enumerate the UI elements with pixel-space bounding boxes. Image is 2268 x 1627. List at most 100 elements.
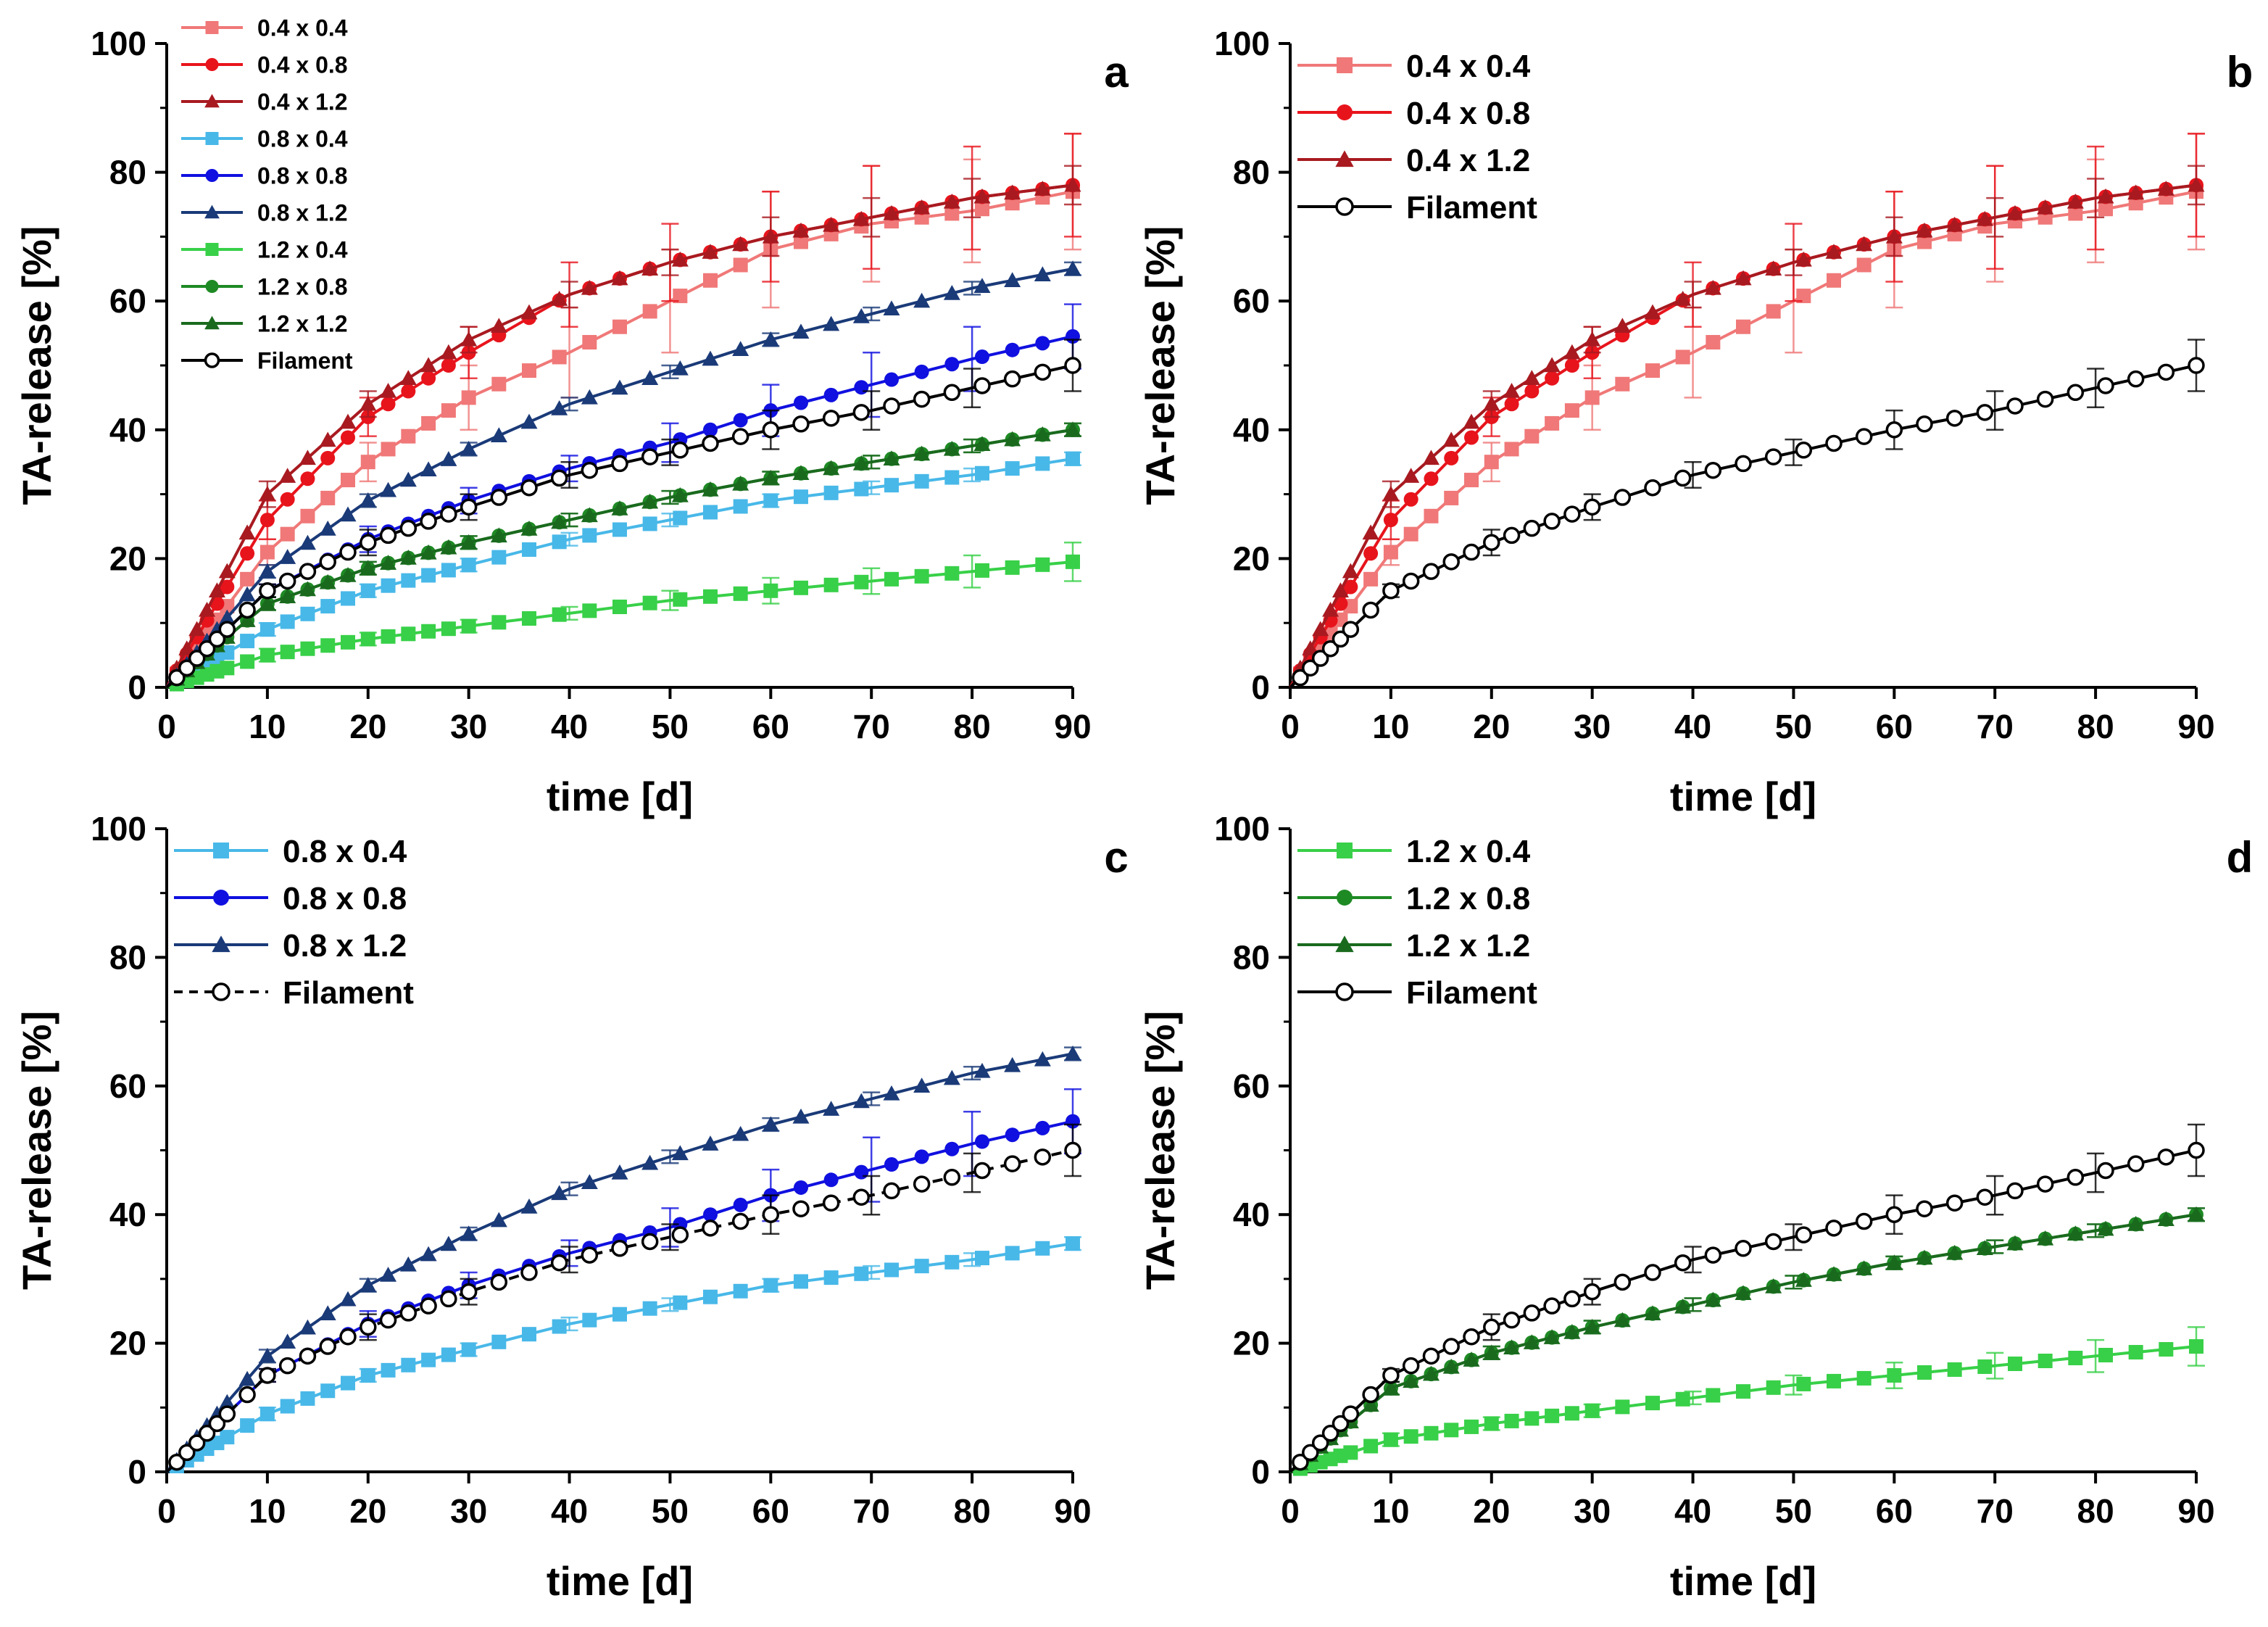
- data-marker: [399, 519, 418, 537]
- data-marker: [2037, 199, 2054, 215]
- data-marker: [319, 521, 336, 536]
- data-marker: [1564, 1406, 1579, 1421]
- data-marker: [1765, 1278, 1782, 1293]
- data-marker: [1503, 1311, 1521, 1329]
- data-marker: [944, 566, 960, 581]
- data-marker: [1563, 344, 1581, 360]
- legend-marker: [1337, 843, 1353, 858]
- data-marker: [641, 493, 659, 509]
- data-marker: [1524, 384, 1540, 399]
- data-marker: [1005, 342, 1020, 357]
- data-marker: [381, 397, 396, 412]
- data-marker: [379, 526, 397, 545]
- data-marker: [259, 647, 275, 663]
- data-marker: [823, 315, 840, 331]
- data-marker: [1383, 545, 1398, 560]
- data-marker: [612, 319, 627, 334]
- data-marker: [1543, 357, 1561, 373]
- legend-label: 0.8 x 1.2: [257, 200, 348, 226]
- data-marker: [259, 563, 276, 579]
- data-marker: [2127, 370, 2145, 388]
- y-tick-label: 80: [1233, 154, 1270, 191]
- legend-item-s84: 0.8 x 0.4: [174, 834, 407, 869]
- data-marker: [1644, 1264, 1661, 1281]
- data-marker: [1503, 526, 1521, 545]
- data-marker: [1583, 1283, 1601, 1301]
- data-marker: [1503, 1339, 1521, 1355]
- data-marker: [299, 450, 316, 465]
- data-marker: [1504, 442, 1519, 457]
- data-marker: [238, 601, 256, 619]
- data-marker: [1564, 358, 1579, 373]
- data-marker: [1976, 210, 1993, 226]
- data-marker: [1066, 554, 1080, 569]
- data-marker: [1403, 492, 1418, 507]
- data-marker: [280, 645, 295, 660]
- data-marker: [612, 522, 627, 537]
- data-marker: [975, 349, 989, 365]
- series-s124: [166, 541, 1081, 692]
- data-marker: [1584, 1318, 1601, 1334]
- data-marker: [973, 188, 991, 204]
- series-line: [1289, 183, 2197, 688]
- data-marker: [852, 308, 870, 323]
- y-tick-label: 0: [128, 668, 146, 706]
- data-marker: [854, 574, 869, 589]
- series-fil: [1289, 1123, 2205, 1473]
- data-marker: [943, 440, 960, 456]
- y-tick-label: 40: [109, 1196, 146, 1233]
- data-marker: [762, 469, 779, 485]
- data-marker: [240, 1418, 255, 1433]
- data-marker: [1706, 1388, 1721, 1403]
- data-marker: [2128, 1345, 2143, 1360]
- legend-label: 1.2 x 0.4: [257, 237, 348, 263]
- data-marker: [703, 1207, 718, 1222]
- x-tick-label: 50: [652, 708, 689, 745]
- data-marker: [943, 1169, 961, 1186]
- data-marker: [883, 1085, 900, 1101]
- x-tick-label: 0: [157, 1492, 176, 1530]
- legend-label: 0.8 x 0.4: [257, 126, 348, 152]
- data-marker: [1362, 1396, 1379, 1412]
- legend-marker: [205, 132, 219, 145]
- data-marker: [1825, 1220, 1843, 1237]
- data-marker: [1523, 1304, 1541, 1322]
- data-marker: [823, 577, 839, 592]
- panel-b: 0 10 20 30 40 50 60 70 80 90 0 20 40 60 80 100 time [d] T…: [1137, 25, 2253, 819]
- legend-marker: [1337, 890, 1353, 906]
- data-marker: [1422, 450, 1440, 465]
- legend-label: 0.8 x 0.8: [257, 163, 348, 189]
- series-line: [166, 560, 1073, 689]
- data-marker: [1945, 410, 1964, 427]
- data-marker: [943, 1069, 960, 1085]
- data-marker: [238, 524, 256, 540]
- data-marker: [1332, 630, 1350, 648]
- data-marker: [490, 1212, 507, 1228]
- legend-item-s812: 0.8 x 1.2: [174, 928, 407, 964]
- data-marker: [490, 527, 507, 543]
- data-marker: [1674, 1298, 1692, 1314]
- data-marker: [1736, 319, 1750, 334]
- data-marker: [1856, 257, 1872, 273]
- legend-label: Filament: [1406, 975, 1537, 1011]
- data-marker: [520, 1264, 538, 1281]
- data-marker: [491, 376, 507, 392]
- data-marker: [581, 461, 599, 479]
- data-marker: [1885, 228, 1903, 244]
- data-marker: [1827, 273, 1841, 288]
- data-marker: [973, 436, 991, 451]
- data-marker: [1976, 404, 1994, 421]
- data-marker: [611, 1164, 628, 1180]
- data-marker: [1064, 1045, 1081, 1061]
- data-marker: [1563, 505, 1581, 523]
- data-marker: [208, 582, 225, 597]
- data-marker: [1523, 519, 1541, 537]
- legend-marker: [213, 843, 229, 858]
- data-marker: [1444, 1423, 1459, 1438]
- data-marker: [1483, 534, 1500, 551]
- data-marker: [339, 543, 357, 561]
- data-marker: [1463, 1351, 1480, 1367]
- panel-c: 0 10 20 30 40 50 60 70 80 90 0 20 40 60 80 100 time [d] T…: [14, 810, 1129, 1604]
- data-marker: [884, 372, 899, 387]
- data-marker: [381, 629, 396, 644]
